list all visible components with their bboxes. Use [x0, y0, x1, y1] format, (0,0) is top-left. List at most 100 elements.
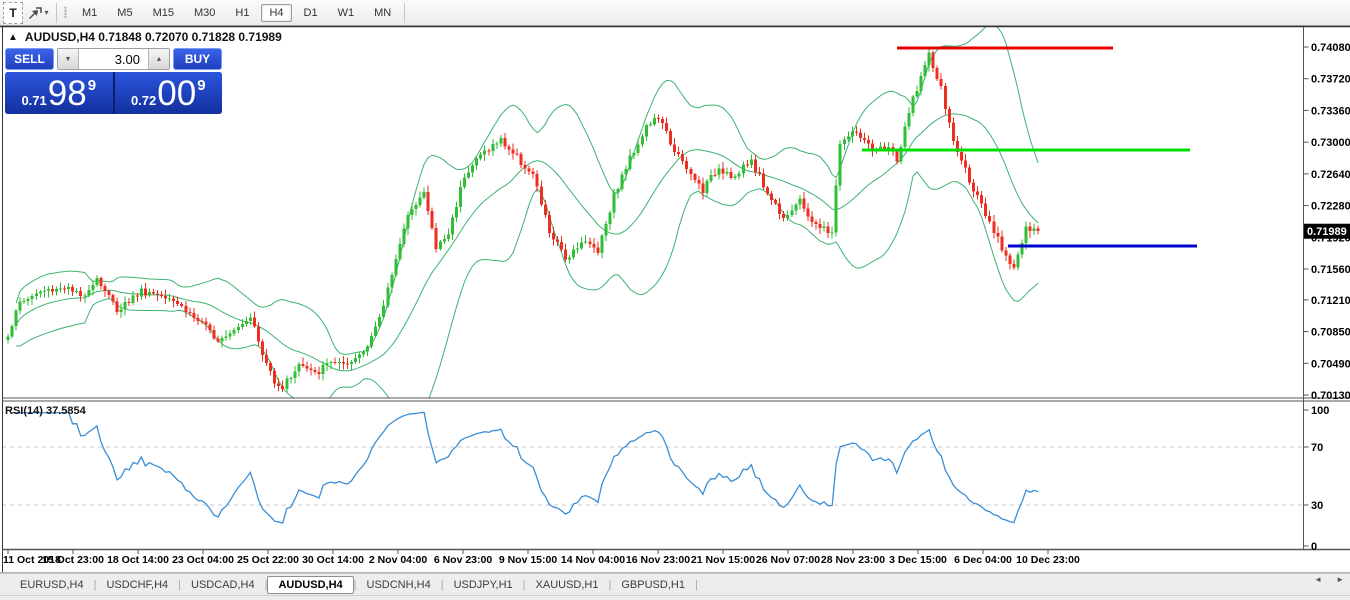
timeframe-button-M1[interactable]: M1	[82, 6, 98, 19]
candle	[483, 150, 487, 155]
timeframe-button-MN[interactable]: MN	[374, 6, 392, 19]
chart-tab-USDCNH[interactable]: USDCNH,H4	[366, 578, 431, 591]
volume-increase-icon[interactable]: ▲	[148, 49, 169, 69]
candle	[984, 203, 988, 217]
candle	[584, 241, 588, 243]
candle	[648, 124, 652, 126]
candle	[721, 168, 725, 174]
timeframe-button-M15[interactable]: M15	[152, 6, 174, 19]
chart-tab-USDJPY[interactable]: USDJPY,H1	[453, 578, 513, 591]
candle	[398, 243, 402, 260]
candle	[980, 195, 984, 204]
candles	[6, 47, 1040, 393]
candle	[123, 301, 127, 310]
volume-field[interactable]: 3.00	[114, 51, 140, 67]
sell-price-pips: 98	[47, 74, 87, 113]
candle	[968, 167, 972, 183]
candle	[810, 216, 814, 222]
candle	[491, 144, 495, 151]
timeframe-button-M30[interactable]: M30	[193, 6, 216, 19]
candle	[349, 362, 353, 364]
toolbar-separator	[56, 2, 57, 23]
candle	[119, 309, 123, 312]
timeframe-button-H4[interactable]: H4	[261, 3, 292, 22]
tab-scroll-right-icon[interactable]: ►	[1336, 575, 1344, 584]
candle	[406, 215, 410, 229]
buy-price-pips: 00	[157, 74, 197, 113]
time-axis-label: 15 Oct 23:00	[42, 554, 104, 566]
candle	[636, 144, 640, 154]
candle	[806, 208, 810, 217]
candle	[802, 198, 806, 209]
time-axis-label: 2 Nov 04:00	[369, 554, 428, 566]
timeframe-button-H1[interactable]: H1	[235, 6, 250, 19]
candle	[523, 164, 527, 169]
buy-button[interactable]: BUY	[173, 48, 222, 70]
candle	[628, 155, 632, 169]
candle	[935, 67, 939, 80]
chart-tab-USDCHF[interactable]: USDCHF,H4	[106, 578, 169, 591]
candle	[846, 136, 850, 140]
candle	[357, 354, 361, 359]
chart-tab-AUDUSD[interactable]: AUDUSD,H4	[267, 575, 354, 594]
candle	[111, 295, 115, 302]
volume-decrease-icon[interactable]: ▼	[58, 49, 79, 69]
candle	[6, 336, 10, 341]
candle	[927, 52, 931, 66]
price-axis[interactable]: 0.74080 0.73720 0.73360 0.73000 0.72640 0.722…	[1303, 42, 1350, 402]
bollinger-middle-band	[15, 113, 1039, 372]
candle	[370, 336, 374, 347]
rsi-pane-content	[2, 411, 1304, 524]
candle	[535, 174, 539, 187]
chart-tab-GBPUSD[interactable]: GBPUSD,H1	[621, 578, 685, 591]
candle	[67, 286, 71, 289]
candle	[353, 358, 357, 363]
candle	[644, 125, 648, 137]
timeframe-button-D1[interactable]: D1	[303, 6, 318, 19]
status-strip	[0, 595, 1350, 600]
rsi-axis[interactable]: 100 70 30 0	[1303, 405, 1330, 553]
candle	[911, 96, 915, 114]
candle	[471, 165, 475, 173]
candle	[75, 291, 79, 293]
candle	[172, 298, 176, 302]
candle	[192, 313, 196, 318]
candle	[790, 210, 794, 216]
candle	[103, 285, 107, 292]
candle	[895, 150, 899, 162]
tab-divider: |	[353, 578, 357, 591]
candle	[519, 154, 523, 165]
candle	[414, 205, 418, 210]
time-axis-label: 23 Oct 04:00	[172, 554, 234, 566]
candle	[879, 146, 883, 149]
candle	[972, 182, 976, 192]
candle	[588, 241, 592, 245]
candle	[685, 160, 689, 169]
sell-price[interactable]: 0.71 98 9	[5, 72, 113, 114]
sell-button[interactable]: SELL	[5, 48, 54, 70]
one-click-toggle-icon[interactable]: ▲	[8, 31, 18, 43]
chart-tab-USDCAD[interactable]: USDCAD,H4	[191, 578, 255, 591]
candle	[273, 371, 277, 384]
buy-price[interactable]: 0.72 00 9	[114, 72, 222, 114]
chart-tab-XAUUSD[interactable]: XAUUSD,H1	[535, 578, 599, 591]
candle	[240, 324, 244, 327]
candle	[42, 290, 46, 292]
candle	[34, 293, 38, 296]
candle	[252, 317, 256, 327]
tab-scroll-left-icon[interactable]: ◄	[1314, 575, 1323, 584]
candle	[580, 242, 584, 249]
text-tool-icon[interactable]: T	[3, 1, 23, 24]
candle	[71, 286, 75, 292]
candle	[321, 364, 325, 375]
timeframe-button-M5[interactable]: M5	[117, 6, 133, 19]
candle	[555, 239, 559, 243]
cursor-style-icon[interactable]: ▾	[25, 3, 51, 23]
chart-tab-EURUSD[interactable]: EURUSD,H4	[20, 578, 84, 591]
candle	[95, 278, 99, 285]
timeframe-button-W1[interactable]: W1	[337, 6, 355, 19]
toolbar-grip-handle[interactable]: • • • •	[63, 2, 67, 22]
candle	[745, 164, 749, 166]
